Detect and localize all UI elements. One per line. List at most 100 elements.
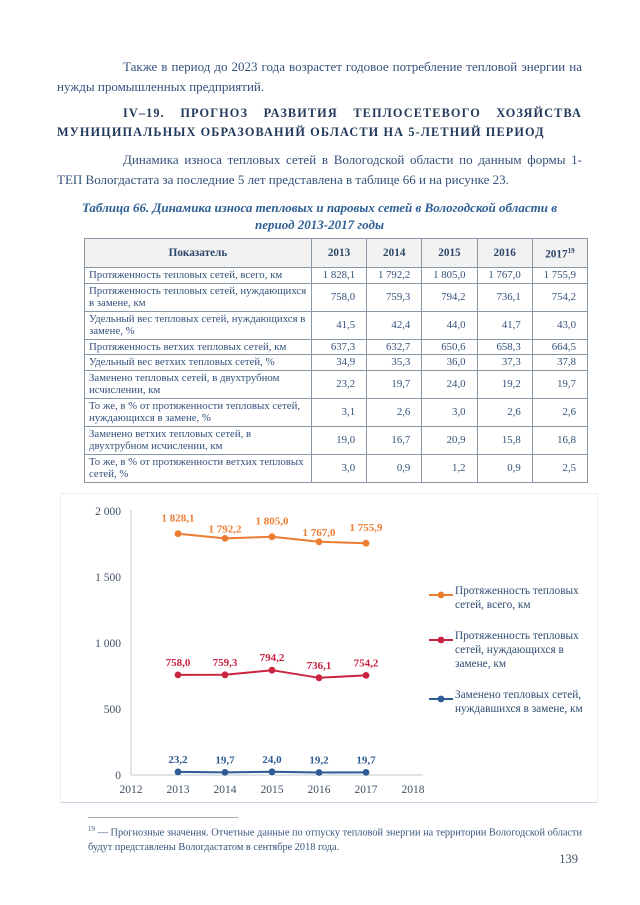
data-label: 758,0 [166,657,191,669]
line-chart: 0 500 1 000 1 500 2 000 2012 2013 2014 2015 2016 2… [60,492,598,803]
section-heading-line1: IV–19. ПРОГНОЗ РАЗВИТИЯ ТЕПЛОСЕТЕВОГО ХО… [123,106,582,120]
paragraph-intro: Также в период до 2023 года возрастет го… [57,59,582,94]
col-header-year: 2014 [366,237,423,269]
table-row: Протяженность тепловых сетей, всего, км 1… [84,267,589,284]
footnote-separator [88,816,238,818]
cell-value: 19,7 [531,369,589,399]
page-content: Также в период до 2023 года возрастет го… [57,59,598,855]
table-row: Удельный вес ветхих тепловых сетей, % 34,… [84,354,589,371]
cell-value: 16,7 [366,425,423,455]
cell-value: 0,9 [366,453,423,483]
cell-value: 1 828,1 [310,267,368,284]
data-label: 1 805,0 [256,515,290,527]
data-label: 1 792,2 [209,523,243,535]
row-label: Протяженность ветхих тепловых сетей, км [84,338,312,356]
data-point [268,533,276,540]
page-number: 139 [559,852,578,866]
col-header-year: 2015 [421,237,478,269]
cell-value: 24,0 [421,369,478,399]
data-point [268,666,276,674]
legend-entry: Заменено тепловых сетей, нуждавшихся в з… [429,688,595,716]
data-point [174,671,182,679]
cell-value: 736,1 [476,282,533,312]
cell-value: 34,9 [310,354,368,371]
table-row: Заменено тепловых сетей, в двухтрубном и… [84,369,589,399]
legend-marker-icon [429,632,455,650]
data-point [268,768,276,775]
chart-legend: Протяженность тепловых сетей, всего, км П… [429,494,595,802]
data-table: Показатель 2013 2014 2015 2016 201719 Протяж… [84,237,589,483]
table-row: Заменено ветхих тепловых сетей, в двухтр… [84,425,589,455]
chart-plot: 0 500 1 000 1 500 2 000 2012 2013 2014 2015 2016 2… [61,494,429,802]
legend-label: Протяженность тепловых сетей, нуждающихс… [455,629,579,670]
col-header-indicator: Показатель [84,237,312,269]
data-label: 736,1 [307,660,332,672]
data-point [221,768,229,776]
y-tick-label: 0 [115,770,121,782]
paragraph-dynamics: Динамика износа тепловых сетей в Вологод… [57,152,582,187]
row-label: Протяженность тепловых сетей, нуждающихс… [84,282,312,312]
cell-value: 1 805,0 [421,267,478,284]
cell-value: 37,3 [476,354,533,371]
footnote-body: — Прогнозные значения. Отчетные данные п… [88,827,582,853]
footnote-text: 19 — Прогнозные значения. Отчетные данны… [88,822,582,855]
legend-entry: Протяженность тепловых сетей, всего, км [429,584,595,612]
table-row: Протяженность ветхих тепловых сетей, км 6… [84,338,589,356]
legend-marker-icon [429,691,455,709]
cell-value: 632,7 [366,338,423,356]
legend-marker-icon [429,587,455,605]
data-point [362,539,370,547]
section-heading: IV–19. ПРОГНОЗ РАЗВИТИЯ ТЕПЛОСЕТЕВОГО ХО… [57,104,582,142]
table-row: Протяженность тепловых сетей, нуждающихс… [84,282,589,312]
row-label: То же, в % от протяженности ветхих тепло… [84,453,312,483]
x-tick-label: 2017 [355,784,378,796]
row-label: Удельный вес ветхих тепловых сетей, % [84,354,312,371]
cell-value: 36,0 [421,354,478,371]
y-tick-label: 2 000 [95,506,121,518]
table-row: То же, в % от протяженности ветхих тепло… [84,453,589,483]
cell-value: 41,5 [310,310,368,340]
cell-value: 637,3 [310,338,368,356]
table-header-row: Показатель 2013 2014 2015 2016 201719 [84,237,589,269]
data-point [221,534,229,542]
cell-value: 23,2 [310,369,368,399]
y-tick-label: 1 500 [95,572,121,584]
footnote-marker: 19 [88,824,95,833]
row-label: Протяженность тепловых сетей, всего, км [84,267,312,284]
cell-value: 44,0 [421,310,478,340]
x-tick-label: 2015 [261,784,284,796]
cell-value: 16,8 [531,425,589,455]
cell-value: 19,2 [476,369,533,399]
data-label: 754,2 [354,657,379,669]
y-tick-label: 500 [104,704,122,716]
legend-label: Протяженность тепловых сетей, всего, км [455,584,579,611]
cell-value: 42,4 [366,310,423,340]
data-label: 759,3 [213,657,238,669]
data-point [362,768,370,776]
table-body: Протяженность тепловых сетей, всего, км 1… [84,267,589,483]
legend-entry: Протяженность тепловых сетей, нуждающихс… [429,629,595,671]
col-header-year: 2016 [476,237,533,269]
cell-value: 794,2 [421,282,478,312]
x-tick-label: 2013 [167,784,190,796]
data-label: 19,2 [309,754,329,766]
cell-value: 19,0 [310,425,368,455]
y-tick-label: 1 000 [95,638,121,650]
cell-value: 0,9 [476,453,533,483]
row-label: Заменено тепловых сетей, в двухтрубном и… [84,369,312,399]
cell-value: 43,0 [531,310,589,340]
data-label: 1 767,0 [303,527,337,539]
x-tick-label: 2012 [120,784,143,796]
legend-label: Заменено тепловых сетей, нуждавшихся в з… [455,688,583,715]
data-label: 24,0 [262,754,282,766]
cell-value: 664,5 [531,338,589,356]
cell-value: 759,3 [366,282,423,312]
table-row: Удельный вес тепловых сетей, нуждающихся… [84,310,589,340]
cell-value: 1 767,0 [476,267,533,284]
cell-value: 2,6 [531,397,589,427]
cell-value: 658,3 [476,338,533,356]
cell-value: 754,2 [531,282,589,312]
section-heading-line2: МУНИЦИПАЛЬНЫХ ОБРАЗОВАНИЙ ОБЛАСТИ НА 5-Л… [57,125,545,139]
data-label: 19,7 [215,754,235,766]
